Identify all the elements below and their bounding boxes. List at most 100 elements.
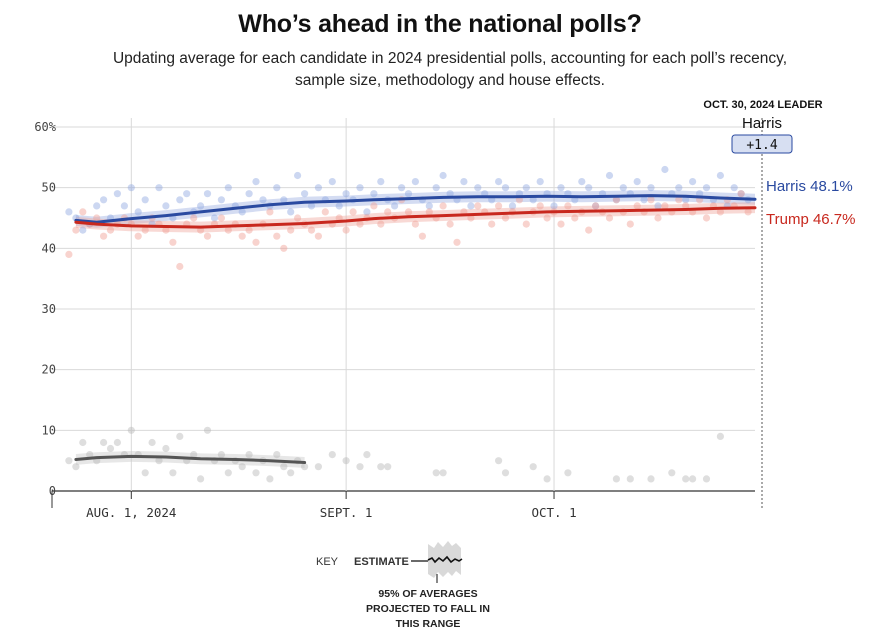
trump-poll-dot	[716, 208, 725, 216]
kennedy-poll-dot	[252, 469, 260, 477]
harris-poll-dot	[398, 184, 406, 192]
kennedy-poll-dot	[162, 444, 170, 453]
harris-poll-dot	[411, 178, 419, 186]
leader-margin: +1.4	[746, 138, 777, 153]
harris-poll-dot	[162, 202, 170, 210]
harris-poll-dot	[391, 202, 399, 210]
harris-poll-dot	[335, 202, 343, 210]
harris-poll-dot	[280, 196, 288, 204]
harris-poll-dot	[314, 184, 322, 192]
trump-poll-dot	[280, 244, 288, 252]
kennedy-poll-dot	[501, 469, 510, 477]
harris-poll-dot	[592, 202, 600, 210]
trump-poll-dot	[384, 208, 392, 216]
trump-poll-dot	[737, 190, 745, 198]
kennedy-poll-dot	[529, 463, 537, 471]
trump-poll-dot	[245, 226, 253, 234]
kennedy-poll-dot	[328, 451, 336, 459]
harris-poll-dot	[522, 184, 530, 192]
kennedy-poll-dot	[86, 451, 94, 459]
kennedy-poll-dot	[273, 451, 281, 459]
harris-poll-dot	[113, 190, 121, 198]
kennedy-poll-dot	[342, 457, 350, 465]
poll-dots	[65, 165, 752, 483]
trump-poll-dot	[190, 214, 198, 222]
harris-poll-dot	[287, 208, 295, 216]
trump-poll-dot	[266, 208, 274, 216]
harris-poll-dot	[716, 171, 725, 180]
trump-poll-dot	[605, 214, 614, 222]
harris-poll-dot	[79, 226, 87, 234]
trump-poll-dot	[626, 220, 634, 228]
trump-poll-dot	[307, 226, 316, 234]
page-subtitle: Updating average for each candidate in 2…	[112, 50, 788, 89]
kennedy-poll-dot	[245, 451, 253, 459]
kennedy-poll-dot	[148, 438, 156, 447]
harris-poll-dot	[578, 178, 586, 186]
gridlines	[52, 118, 755, 492]
trump-poll-dot	[439, 202, 447, 210]
kennedy-poll-dot	[100, 438, 108, 447]
y-tick-label: 40	[42, 241, 56, 255]
trump-poll-dot	[314, 232, 322, 240]
x-tick-label: SEPT. 1	[320, 505, 373, 520]
trump-poll-dot	[612, 196, 621, 204]
kennedy-poll-dot	[280, 463, 288, 471]
kennedy-poll-dot	[197, 475, 205, 483]
harris-poll-dot	[134, 208, 142, 216]
page-title: Who’s ahead in the national polls?	[238, 10, 642, 38]
harris-poll-dot	[633, 178, 641, 186]
harris-poll-dot	[432, 184, 440, 192]
kennedy-poll-dot	[79, 438, 87, 447]
trump-poll-dot	[557, 220, 565, 228]
key-range-note-line-2: PROJECTED TO FALL IN	[366, 603, 490, 615]
trump-poll-dot	[647, 196, 655, 204]
trump-poll-dot	[169, 238, 177, 246]
kennedy-poll-dot	[626, 475, 634, 483]
kennedy-poll-dot	[647, 475, 655, 483]
kennedy-poll-dot	[702, 475, 711, 483]
kennedy-poll-dot	[377, 463, 385, 471]
harris-average-line	[74, 194, 757, 224]
y-tick-label: 60%	[34, 120, 56, 134]
kennedy-poll-dot	[682, 475, 690, 483]
kennedy-poll-dot	[301, 463, 309, 471]
key-estimate-squiggle	[427, 555, 463, 564]
trump-poll-dot	[488, 220, 496, 228]
trump-poll-dot	[141, 226, 149, 234]
key-estimate-label: ESTIMATE	[354, 556, 409, 568]
chart-key: KEY ESTIMATE 95% OF AVERAGES PROJECTED T…	[316, 541, 490, 630]
harris-poll-dot	[501, 184, 510, 192]
harris-poll-dot	[612, 196, 621, 204]
harris-poll-dot	[495, 178, 503, 186]
kennedy-poll-dot	[612, 475, 621, 483]
y-axis-ticks: 0102030405060%	[34, 120, 56, 498]
trump-poll-dot	[252, 238, 260, 246]
trump-poll-dot	[162, 226, 170, 234]
trump-poll-dot	[661, 202, 669, 210]
trump-poll-dot	[474, 202, 482, 210]
harris-poll-dot	[689, 178, 697, 186]
kennedy-poll-dot	[356, 463, 364, 471]
kennedy-poll-dot	[266, 475, 274, 483]
trump-poll-dot	[425, 208, 433, 216]
trump-poll-dot	[294, 214, 302, 222]
kennedy-poll-dot	[495, 457, 503, 465]
harris-poll-dot	[647, 184, 655, 192]
harris-poll-dot	[245, 190, 253, 198]
harris-poll-dot	[120, 202, 128, 210]
leader-box: OCT. 30, 2024 LEADER Harris +1.4	[703, 99, 823, 154]
key-range-note-line-1: 95% OF AVERAGES	[378, 588, 477, 600]
harris-poll-dot	[425, 202, 433, 210]
y-tick-label: 10	[42, 423, 56, 437]
kennedy-poll-dot	[384, 463, 392, 471]
y-tick-label: 30	[42, 302, 56, 316]
kennedy-poll-dot	[176, 432, 184, 440]
harris-poll-dot	[661, 165, 669, 174]
harris-poll-dot	[252, 178, 260, 186]
harris-poll-dot	[210, 214, 219, 222]
trump-poll-dot	[654, 214, 662, 222]
leader-name: Harris	[742, 115, 782, 132]
trump-poll-dot	[404, 208, 413, 216]
